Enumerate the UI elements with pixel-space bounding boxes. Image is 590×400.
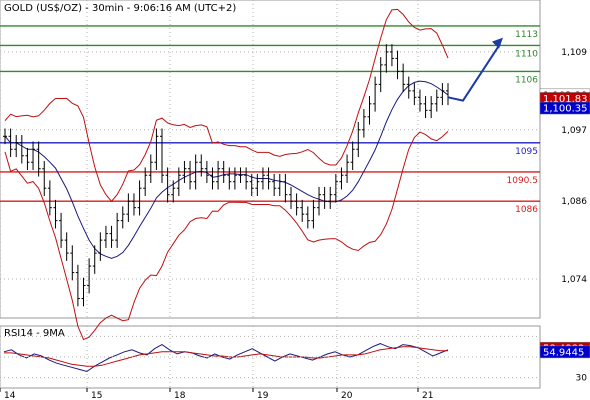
price-tag-label: 1,101.83 [543,94,588,105]
lower-band-line [4,131,449,341]
y-tick-label: 1,097 [561,126,587,136]
y-tick-label: 1,109 [561,48,587,58]
level-label: 1110 [515,49,538,59]
level-label: 1106 [515,75,538,85]
level-label: 1095 [515,147,538,157]
moving-average-line [4,80,449,259]
x-tick-label: 21 [422,391,433,400]
price-tag-label: 1,100.35 [543,104,588,115]
y-tick-label: 1,086 [561,197,587,207]
level-label: 1090.5 [507,176,539,186]
rsi-tick-label: 30 [576,374,588,384]
y-tick-label: 1,074 [561,275,587,285]
rsi-value-label: 54.9445 [543,347,584,358]
upper-band-line [4,8,449,203]
rsi-value-tag [539,345,590,359]
projection-arrow-line [447,43,501,102]
rsi-title: RSI14 - 9MA [4,328,65,339]
level-label: 1113 [515,30,538,40]
x-tick-label: 15 [91,391,102,400]
x-tick-label: 19 [257,391,269,400]
projection-arrow-head [492,37,503,49]
rsi-series-9ma [4,346,448,367]
x-tick-label: 14 [4,391,16,400]
chart-title: GOLD (US$/OZ) - 30min - 9:06:16 AM (UTC+… [4,3,236,14]
x-tick-label: 18 [174,391,186,400]
level-label: 1086 [515,205,538,215]
price-panel [0,0,541,319]
price-tag [539,101,590,115]
rsi-series-rsi14 [3,343,449,373]
x-tick-label: 20 [341,391,353,400]
